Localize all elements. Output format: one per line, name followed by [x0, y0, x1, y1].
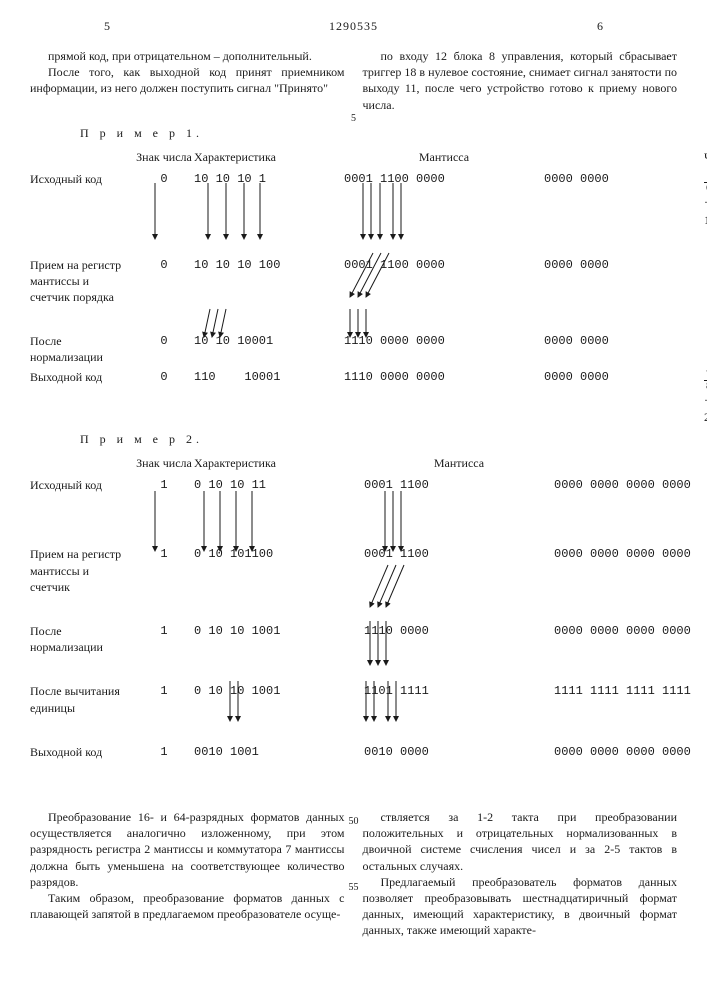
body-right-p2: Предлагаемый преобразователь форматов да…	[363, 874, 678, 939]
col-char: Характеристика	[194, 149, 344, 165]
row-mantissa: 1101 1111	[364, 683, 554, 699]
row-sign: 1	[134, 546, 194, 562]
row-char: 0 10 10 1001	[194, 623, 364, 639]
row-mantissa: 0010 0000	[364, 744, 554, 760]
line-number-50: 50	[349, 815, 359, 829]
table-row: Выходной код10010 10010010 00000000 0000…	[30, 744, 677, 803]
example1-table: _ Знак числа Характеристика Мантисса Чис…	[30, 149, 677, 425]
body-left: Преобразование 16- и 64-разрядных формат…	[30, 809, 345, 939]
row-mantissa: 0001 1100	[364, 477, 554, 493]
row-char: 110 10001	[194, 369, 344, 385]
row-mantissa2: 0000 0000 0000 0000	[554, 477, 707, 493]
line-number-5: 5	[351, 112, 356, 126]
row-label: Выходной код	[30, 744, 134, 760]
row-mantissa: 0001 1100 0000	[344, 171, 544, 187]
row-label: После нормализации	[30, 333, 134, 365]
example2-table: _ Знак числа Характеристика Мантисса Чис…	[30, 455, 677, 803]
row-char: 10 10 10 100	[194, 257, 344, 273]
row-mantissa: 0001 1100 0000	[344, 257, 544, 273]
row-label: Выходной код	[30, 369, 134, 385]
row-label: Прием на регистр мантиссы и счетчик	[30, 546, 134, 595]
row-char: 0 10 10 11	[194, 477, 364, 493]
table-row: После нормализации10 10 10 10011110 0000…	[30, 623, 677, 655]
table-row: Исходный код10 10 10 110001 11000000 000…	[30, 477, 677, 518]
body-left-p2: Таким образом, преобразование форматов д…	[30, 890, 345, 922]
row-mantissa2: 0000 0000 0000 0000	[554, 744, 707, 760]
patent-page: 5 1290535 6 прямой код, при отрицательно…	[0, 0, 707, 981]
intro-left-p1: прямой код, при отрицательном – дополнит…	[30, 48, 345, 64]
row-char: 0 10 101100	[194, 546, 364, 562]
row-sign: 1	[134, 744, 194, 760]
ex1-column-headers: _ Знак числа Характеристика Мантисса Чис…	[30, 149, 677, 165]
row-mantissa: 1110 0000 0000	[344, 333, 544, 349]
row-sign: 1	[134, 623, 194, 639]
table-row: Исходный код010 10 10 10001 1100 0000000…	[30, 171, 677, 228]
row-sign: 1	[134, 683, 194, 699]
row-mantissa: 1110 0000	[364, 623, 554, 639]
row-mantissa2: 0000 0000 0000 0000	[554, 546, 707, 562]
row-sign: 0	[134, 171, 194, 187]
row-mantissa2: 0000 0000 0000 0000	[554, 623, 707, 639]
table-row: Прием на регистр мантиссы и счетчик поря…	[30, 257, 677, 306]
row-mantissa2: 0000 0000	[544, 171, 704, 187]
body-right: ствляется за 1-2 такта при преобразовани…	[363, 809, 678, 939]
row-label: Прием на регистр мантиссы и счетчик поря…	[30, 257, 134, 306]
row-mantissa: 1110 0000 0000	[344, 369, 544, 385]
row-char: 0 10 10 1001	[194, 683, 364, 699]
example2-title: П р и м е р 2.	[30, 431, 677, 447]
col-sign: Знак числа	[134, 149, 194, 165]
page-header: 5 1290535 6	[30, 18, 677, 40]
row-label: После вычитания единицы	[30, 683, 134, 715]
table-row: Прием на регистр мантиссы и счетчик10 10…	[30, 546, 677, 595]
row-mantissa2: 0000 0000	[544, 257, 704, 273]
row-label: Исходный код	[30, 477, 134, 493]
row-sign: 0	[134, 369, 194, 385]
table-row: После нормализации010 10 100011110 0000 …	[30, 333, 677, 365]
row-sign: 1	[134, 477, 194, 493]
body-right-p1: ствляется за 1-2 такта при преобразовани…	[363, 809, 678, 874]
table-row: Выходной код0110 100011110 0000 00000000…	[30, 369, 677, 424]
row-mantissa2: 0000 0000	[544, 369, 704, 385]
row-char: 10 10 10 1	[194, 171, 344, 187]
header-center: 1290535	[329, 18, 378, 34]
body-left-p1: Преобразование 16- и 64-разрядных формат…	[30, 809, 345, 890]
col-char: Характеристика	[194, 455, 364, 471]
col-mant: Мантисса	[364, 455, 554, 471]
intro-right-p1: по входу 12 блока 8 управления, который …	[363, 48, 678, 113]
row-mantissa2: 1111 1111 1111 1111	[554, 683, 707, 699]
ex2-column-headers: _ Знак числа Характеристика Мантисса Чис…	[30, 455, 677, 471]
row-sign: 0	[134, 257, 194, 273]
row-label: Исходный код	[30, 171, 134, 187]
header-left: 5	[104, 18, 110, 34]
intro-left: прямой код, при отрицательном – дополнит…	[30, 48, 345, 113]
intro-right: по входу 12 блока 8 управления, который …	[363, 48, 678, 113]
intro-columns: прямой код, при отрицательном – дополнит…	[30, 48, 677, 113]
col-sign: Знак числа	[134, 455, 194, 471]
body-columns: Преобразование 16- и 64-разрядных формат…	[30, 809, 677, 939]
row-mantissa2: 0000 0000	[544, 333, 704, 349]
header-right: 6	[597, 18, 603, 34]
table-row: После вычитания единицы10 10 10 10011101…	[30, 683, 677, 715]
row-mantissa: 0001 1100	[364, 546, 554, 562]
col-mant: Мантисса	[344, 149, 544, 165]
row-label: После нормализации	[30, 623, 134, 655]
intro-left-p2: После того, как выходной код принят прие…	[30, 64, 345, 96]
example1-title: П р и м е р 1.	[30, 125, 677, 141]
row-sign: 0	[134, 333, 194, 349]
row-char: 10 10 10001	[194, 333, 344, 349]
line-number-55: 55	[349, 881, 359, 895]
row-char: 0010 1001	[194, 744, 364, 760]
